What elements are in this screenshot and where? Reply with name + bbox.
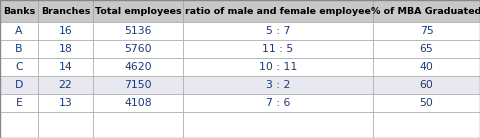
Bar	[373, 94, 480, 112]
Text: 11 : 5: 11 : 5	[263, 44, 294, 54]
Bar	[373, 58, 480, 76]
Text: 7 : 6: 7 : 6	[266, 98, 290, 108]
Text: 5136: 5136	[124, 26, 152, 36]
Text: C: C	[15, 62, 23, 72]
Text: ratio of male and female employee: ratio of male and female employee	[185, 6, 371, 15]
Bar	[0, 58, 38, 76]
Bar	[38, 76, 93, 94]
Text: 5 : 7: 5 : 7	[266, 26, 290, 36]
Bar	[373, 0, 480, 22]
Bar	[183, 40, 373, 58]
Text: Total employees: Total employees	[95, 6, 181, 15]
Text: Banks: Banks	[3, 6, 35, 15]
Bar	[93, 40, 183, 58]
Bar	[183, 22, 373, 40]
Bar	[0, 22, 38, 40]
Text: 5760: 5760	[124, 44, 152, 54]
Text: E: E	[15, 98, 23, 108]
Bar	[183, 0, 373, 22]
Bar	[38, 0, 93, 22]
Text: 7150: 7150	[124, 80, 152, 90]
Bar	[93, 94, 183, 112]
Bar	[38, 22, 93, 40]
Bar	[183, 94, 373, 112]
Text: 18: 18	[59, 44, 72, 54]
Text: 4108: 4108	[124, 98, 152, 108]
Bar	[0, 112, 38, 138]
Bar	[373, 76, 480, 94]
Bar	[0, 40, 38, 58]
Bar	[0, 0, 38, 22]
Bar	[38, 58, 93, 76]
Bar	[373, 40, 480, 58]
Bar	[373, 22, 480, 40]
Bar	[93, 0, 183, 22]
Bar	[0, 94, 38, 112]
Bar	[183, 112, 373, 138]
Bar	[93, 112, 183, 138]
Text: 75: 75	[420, 26, 433, 36]
Text: 60: 60	[420, 80, 433, 90]
Text: 4620: 4620	[124, 62, 152, 72]
Text: 14: 14	[59, 62, 72, 72]
Text: Branches: Branches	[41, 6, 90, 15]
Bar	[38, 94, 93, 112]
Text: % of MBA Graduated: % of MBA Graduated	[372, 6, 480, 15]
Text: 50: 50	[420, 98, 433, 108]
Text: 40: 40	[420, 62, 433, 72]
Text: A: A	[15, 26, 23, 36]
Bar	[183, 76, 373, 94]
Bar	[183, 58, 373, 76]
Text: 13: 13	[59, 98, 72, 108]
Text: 3 : 2: 3 : 2	[266, 80, 290, 90]
Bar	[93, 58, 183, 76]
Bar	[38, 112, 93, 138]
Bar	[38, 40, 93, 58]
Bar	[0, 76, 38, 94]
Bar	[93, 76, 183, 94]
Text: 65: 65	[420, 44, 433, 54]
Bar	[93, 22, 183, 40]
Text: D: D	[15, 80, 23, 90]
Text: 10 : 11: 10 : 11	[259, 62, 297, 72]
Text: 22: 22	[59, 80, 72, 90]
Text: 16: 16	[59, 26, 72, 36]
Text: B: B	[15, 44, 23, 54]
Bar	[373, 112, 480, 138]
